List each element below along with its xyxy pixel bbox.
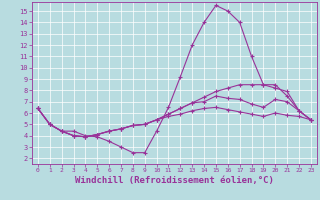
X-axis label: Windchill (Refroidissement éolien,°C): Windchill (Refroidissement éolien,°C)	[75, 176, 274, 185]
